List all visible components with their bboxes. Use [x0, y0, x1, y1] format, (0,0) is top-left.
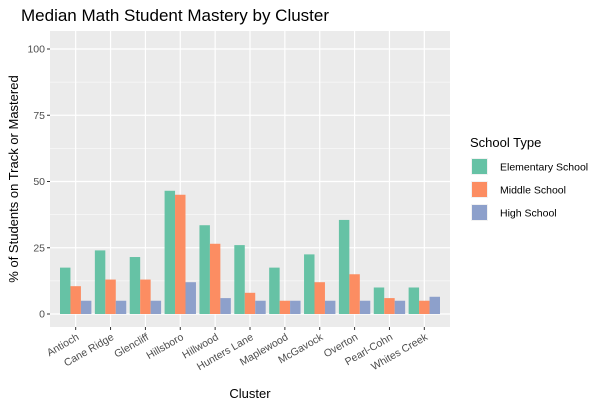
gridlines: [50, 31, 450, 327]
bar-antioch-high-school: [80, 300, 92, 314]
bar-whites-creek-high-school: [429, 296, 440, 314]
bar-glencliff-middle-school: [140, 279, 151, 314]
x-tick-label: Hillsboro: [144, 331, 186, 362]
chart-title: Median Math Student Mastery by Cluster: [21, 6, 329, 25]
y-tick-label: 100: [27, 44, 45, 56]
bar-maplewood-elementary-school: [269, 267, 280, 314]
bar-overton-high-school: [359, 300, 371, 314]
y-tick-label: 0: [39, 309, 45, 321]
x-tick-label: Glencliff: [112, 331, 151, 360]
bar-mcgavock-elementary-school: [304, 254, 315, 314]
bars: [60, 190, 440, 314]
bar-maplewood-middle-school: [279, 300, 291, 314]
bar-whites-creek-middle-school: [419, 300, 430, 314]
bar-cane-ridge-middle-school: [105, 279, 116, 314]
bar-overton-middle-school: [349, 274, 360, 314]
bar-hillsboro-elementary-school: [164, 190, 176, 314]
legend: School Type Elementary School Middle Scho…: [470, 135, 588, 221]
legend-swatch: [472, 159, 487, 174]
bar-pearl-cohn-middle-school: [384, 298, 395, 314]
y-tick-label: 75: [33, 110, 45, 122]
y-tick-label: 50: [33, 176, 45, 188]
bar-mcgavock-middle-school: [314, 282, 325, 314]
bar-hillsboro-middle-school: [175, 194, 186, 314]
bar-hillwood-high-school: [220, 298, 231, 314]
bar-antioch-middle-school: [70, 286, 81, 314]
y-tick-label: 25: [33, 242, 45, 254]
bar-mcgavock-high-school: [324, 300, 336, 314]
legend-label: High School: [500, 208, 557, 220]
bar-hillwood-middle-school: [209, 243, 221, 314]
bar-cane-ridge-elementary-school: [94, 250, 106, 314]
bar-hillsboro-high-school: [185, 282, 196, 314]
bar-pearl-cohn-elementary-school: [373, 287, 385, 314]
y-axis-title: % of Students on Track or Mastered: [6, 75, 21, 282]
bar-antioch-elementary-school: [60, 267, 71, 314]
bar-glencliff-elementary-school: [129, 257, 141, 314]
bar-hunters-lane-middle-school: [244, 292, 256, 314]
bar-whites-creek-elementary-school: [408, 287, 420, 314]
x-axis-title: Cluster: [229, 386, 271, 401]
bar-pearl-cohn-high-school: [394, 300, 406, 314]
bar-hunters-lane-elementary-school: [234, 245, 245, 314]
bar-cane-ridge-high-school: [115, 300, 127, 314]
y-axis: 0 25 50 75 100: [27, 44, 50, 321]
legend-label: Middle School: [500, 185, 566, 197]
legend-swatch: [472, 182, 487, 197]
bar-hunters-lane-high-school: [255, 300, 266, 314]
legend-title: School Type: [470, 135, 541, 150]
bar-maplewood-high-school: [290, 300, 301, 314]
bar-overton-elementary-school: [338, 219, 350, 314]
bar-hillwood-elementary-school: [199, 225, 210, 314]
legend-label: Elementary School: [500, 162, 588, 174]
legend-swatch: [472, 205, 487, 220]
bar-glencliff-high-school: [150, 300, 162, 314]
